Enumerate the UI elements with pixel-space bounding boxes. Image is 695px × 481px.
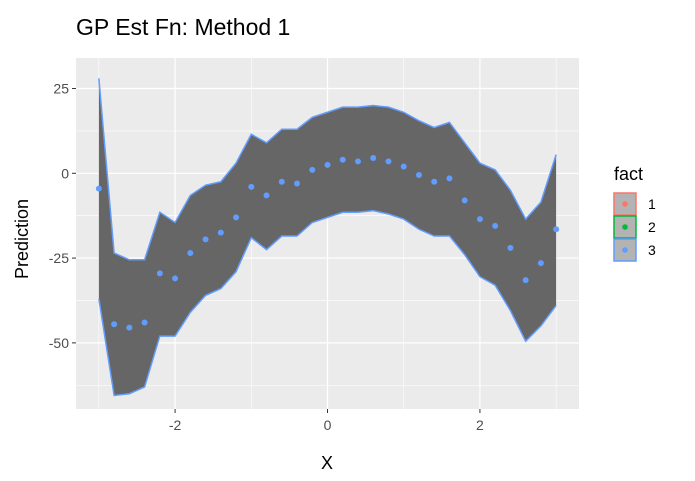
legend-entry: 3 [613,238,656,262]
x-axis: -2 0 2 [169,409,484,433]
data-point [248,183,255,190]
data-point [385,158,392,165]
ribbon-layer [98,78,557,397]
x-tick-label: 2 [476,417,484,433]
legend-entry: 2 [613,215,656,239]
data-point [339,156,346,163]
data-point [507,244,514,251]
legend: fact 1 2 3 [613,164,656,262]
data-point [537,260,544,267]
data-point [126,324,133,331]
data-point [324,161,331,168]
x-axis-title: X [321,453,333,473]
data-point [95,185,102,192]
data-point [156,270,163,277]
y-axis: 25 0 -25 -50 [49,81,76,351]
data-point [187,250,194,256]
data-point [461,197,468,204]
y-tick-label: -50 [49,335,69,351]
y-tick-label: 25 [53,81,69,97]
points-layer [95,155,560,331]
data-point [553,226,560,233]
data-point [492,222,499,229]
data-point [217,229,224,236]
ribbon-lower-line [98,209,557,397]
data-point [294,180,301,187]
data-point [172,275,179,282]
y-tick-label: 0 [61,165,69,181]
data-point [415,172,422,178]
data-point [233,214,240,221]
legend-key-point [622,247,628,253]
legend-label: 3 [648,242,656,258]
data-point [309,166,316,173]
legend-key-point [622,224,628,230]
data-point [354,158,361,165]
plot-panel [76,58,579,409]
data-point [263,192,270,199]
legend-key-point [622,201,628,207]
chart-title: GP Est Fn: Method 1 [76,14,290,40]
data-point [141,319,148,326]
y-axis-title: Prediction [12,199,32,279]
data-point [431,178,438,185]
data-point [400,163,407,170]
confidence-ribbon [98,78,557,396]
legend-entry: 1 [613,192,656,216]
data-point [476,216,483,223]
legend-label: 1 [648,196,656,212]
x-tick-label: -2 [169,417,182,433]
legend-label: 2 [648,219,656,235]
y-tick-label: -25 [49,250,69,266]
data-point [278,178,285,185]
data-point [202,236,209,243]
data-point [446,175,453,182]
data-point [111,321,118,328]
data-point [370,155,377,162]
x-tick-label: 0 [324,417,332,433]
data-point [522,277,529,284]
ribbon-upper-line [98,78,557,261]
legend-title: fact [614,164,643,184]
